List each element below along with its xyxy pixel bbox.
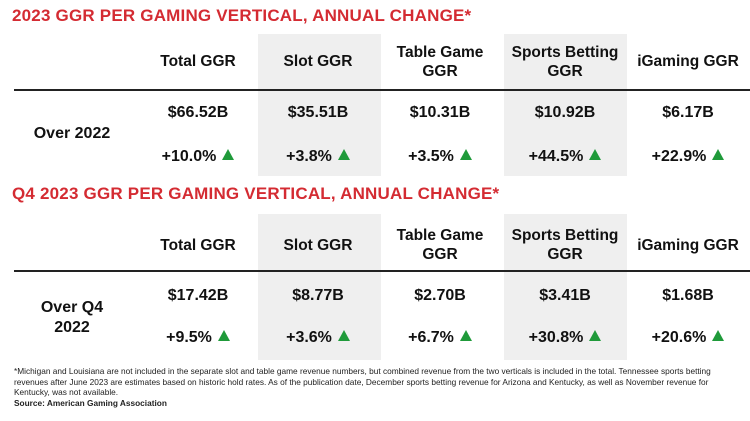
- source-line: Source: American Gaming Association: [14, 397, 167, 408]
- column-shade-slot: [258, 34, 381, 176]
- header-rule: [14, 270, 750, 272]
- change-slot-ggr: +3.6%: [263, 329, 373, 347]
- section-title: Q4 2023 GGR PER GAMING VERTICAL, ANNUAL …: [12, 184, 500, 203]
- change-sports-betting-ggr: +30.8%: [510, 329, 620, 347]
- value-igaming-ggr: $1.68B: [662, 287, 714, 304]
- change-table-game-ggr: +3.5%: [385, 148, 495, 166]
- footnote-text: *Michigan and Louisiana are not included…: [14, 366, 711, 398]
- up-triangle-icon: [217, 330, 230, 341]
- change-text: +9.5%: [166, 329, 212, 346]
- column-shade-sports: [504, 214, 627, 360]
- change-text: +3.6%: [286, 329, 332, 346]
- change-text: +3.8%: [286, 148, 332, 165]
- change-text: +30.8%: [528, 329, 584, 346]
- value-table-game-ggr: $2.70B: [414, 287, 466, 304]
- change-igaming-ggr: +20.6%: [633, 329, 743, 347]
- header-sports-betting-ggr: Sports Betting GGR: [511, 227, 619, 263]
- value-slot-ggr: $35.51B: [287, 104, 349, 121]
- change-text: +22.9%: [651, 148, 707, 165]
- change-text: +6.7%: [408, 329, 454, 346]
- up-triangle-icon: [589, 330, 602, 341]
- change-igaming-ggr: +22.9%: [633, 148, 743, 166]
- header-slot-ggr: Slot GGR: [283, 237, 353, 254]
- change-text: +44.5%: [528, 148, 584, 165]
- header-total-ggr: Total GGR: [160, 53, 236, 70]
- change-text: +10.0%: [161, 148, 217, 165]
- header-table-game-ggr: Table Game GGR: [396, 227, 484, 263]
- section-title: 2023 GGR PER GAMING VERTICAL, ANNUAL CHA…: [12, 6, 472, 25]
- up-triangle-icon: [712, 330, 725, 341]
- up-triangle-icon: [222, 149, 235, 160]
- footnote: *Michigan and Louisiana are not included…: [14, 366, 736, 408]
- column-shade-sports: [504, 34, 627, 176]
- value-slot-ggr: $8.77B: [292, 287, 344, 304]
- value-sports-betting-ggr: $10.92B: [534, 104, 596, 121]
- up-triangle-icon: [459, 149, 472, 160]
- change-slot-ggr: +3.8%: [263, 148, 373, 166]
- up-triangle-icon: [712, 149, 725, 160]
- header-rule: [14, 89, 750, 91]
- up-triangle-icon: [337, 330, 350, 341]
- header-table-game-ggr: Table Game GGR: [396, 44, 484, 80]
- value-igaming-ggr: $6.17B: [662, 104, 714, 121]
- row-label: Over Q4 2022: [40, 299, 104, 336]
- value-total-ggr: $17.42B: [167, 287, 229, 304]
- row-label: Over 2022: [33, 125, 111, 142]
- header-total-ggr: Total GGR: [160, 237, 236, 254]
- change-text: +3.5%: [408, 148, 454, 165]
- up-triangle-icon: [589, 149, 602, 160]
- change-text: +20.6%: [651, 329, 707, 346]
- column-shade-slot: [258, 214, 381, 360]
- change-total-ggr: +9.5%: [143, 329, 253, 347]
- header-slot-ggr: Slot GGR: [283, 53, 353, 70]
- change-table-game-ggr: +6.7%: [385, 329, 495, 347]
- header-igaming-ggr: iGaming GGR: [637, 53, 739, 70]
- value-table-game-ggr: $10.31B: [409, 104, 471, 121]
- up-triangle-icon: [459, 330, 472, 341]
- value-total-ggr: $66.52B: [167, 104, 229, 121]
- change-sports-betting-ggr: +44.5%: [510, 148, 620, 166]
- header-sports-betting-ggr: Sports Betting GGR: [511, 44, 619, 80]
- header-igaming-ggr: iGaming GGR: [637, 237, 739, 254]
- change-total-ggr: +10.0%: [143, 148, 253, 166]
- up-triangle-icon: [337, 149, 350, 160]
- value-sports-betting-ggr: $3.41B: [539, 287, 591, 304]
